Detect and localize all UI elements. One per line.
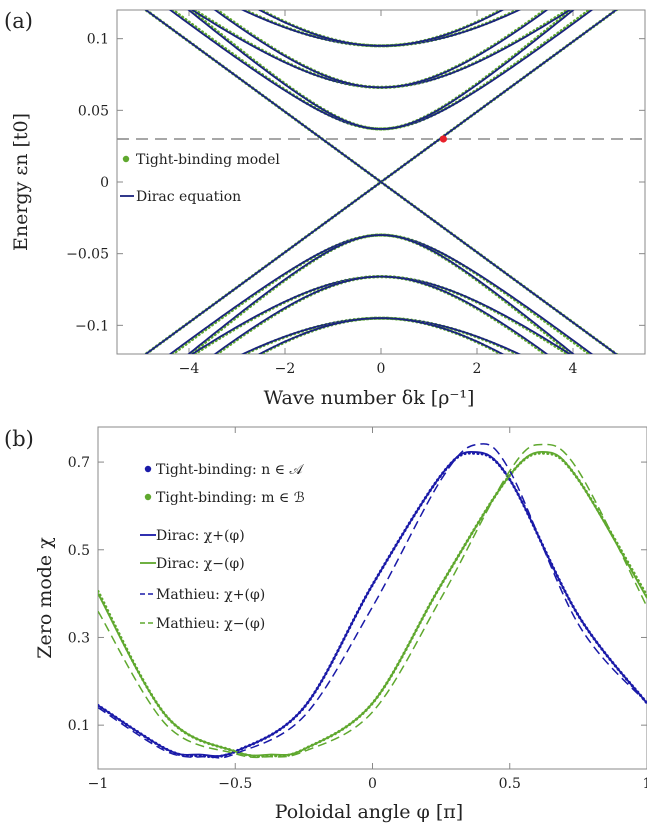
y-tick-label: 0.7 bbox=[68, 455, 90, 471]
legend-marker-dot bbox=[144, 465, 152, 473]
y-tick-label: 0.3 bbox=[68, 630, 90, 646]
panel-a-ylabel: Energy εn [t0] bbox=[10, 113, 32, 251]
panel-b-legend: Tight-binding: n ∈ 𝒜 Tight-binding: m ∈ ℬ… bbox=[140, 462, 305, 632]
x-tick-label: −1 bbox=[88, 776, 109, 792]
marked-intersection-point bbox=[439, 135, 447, 143]
panel-a-ticks: −4 −2 0 2 4 0.1 0.05 0 −0.05 −0.1 bbox=[66, 10, 645, 377]
y-tick-label: 0.1 bbox=[87, 32, 109, 48]
x-tick-label: −4 bbox=[179, 361, 200, 377]
legend-label: Mathieu: χ−(φ) bbox=[156, 616, 265, 632]
dirac-band bbox=[190, 275, 572, 354]
tight-binding-band bbox=[170, 10, 592, 131]
legend-label: Mathieu: χ+(φ) bbox=[156, 587, 265, 603]
legend-label: Dirac: χ−(φ) bbox=[156, 556, 245, 572]
legend-marker-dot bbox=[144, 493, 152, 501]
mathieu-minus-curve bbox=[98, 443, 647, 759]
x-tick-label: −0.5 bbox=[218, 776, 252, 792]
y-tick-label: 0.05 bbox=[78, 103, 109, 119]
x-tick-label: 2 bbox=[473, 361, 482, 377]
y-tick-label: −0.05 bbox=[66, 247, 109, 263]
x-tick-label: 0.5 bbox=[499, 776, 521, 792]
panel-b: (b) −1 −0.5 0 0.5 1 0.1 0.3 0.5 0.7 Tight-bindin… bbox=[4, 426, 647, 823]
legend-label: Dirac: χ+(φ) bbox=[156, 528, 245, 544]
x-tick-label: 0 bbox=[368, 776, 377, 792]
y-tick-label: 0.1 bbox=[68, 718, 90, 734]
tight-binding-band bbox=[188, 10, 574, 131]
mathieu-plus-curve bbox=[98, 443, 647, 759]
legend-label: Tight-binding model bbox=[136, 152, 280, 168]
tight-binding-band bbox=[240, 10, 522, 48]
panel-b-ticks: −1 −0.5 0 0.5 1 0.1 0.3 0.5 0.7 bbox=[68, 427, 647, 792]
dirac-band bbox=[240, 10, 522, 47]
dirac-band bbox=[187, 10, 575, 130]
legend-label: Dirac equation bbox=[136, 189, 241, 205]
dirac-band bbox=[257, 10, 505, 47]
x-tick-label: −2 bbox=[275, 361, 296, 377]
tight-binding-band bbox=[257, 10, 505, 48]
panel-b-ylabel: Zero mode χ bbox=[34, 537, 56, 659]
legend-label: Tight-binding: m ∈ ℬ bbox=[156, 490, 305, 506]
y-tick-label: −0.1 bbox=[75, 318, 109, 334]
x-tick-label: 4 bbox=[569, 361, 578, 377]
panel-b-label: (b) bbox=[4, 427, 34, 451]
dirac-band bbox=[213, 10, 549, 89]
x-tick-label: 1 bbox=[643, 776, 647, 792]
dirac-band bbox=[168, 10, 594, 130]
panel-b-xlabel: Poloidal angle φ [π] bbox=[275, 801, 463, 823]
panel-a-xlabel: Wave number δk [ρ⁻¹] bbox=[264, 387, 475, 409]
y-tick-label: 0.5 bbox=[68, 543, 90, 559]
dirac-band bbox=[187, 234, 575, 354]
dirac-band bbox=[257, 317, 505, 354]
dirac-band bbox=[213, 275, 549, 354]
panel-a: (a) −4 −2 0 2 4 0.1 0.05 0 −0.05 −0.1 Tight-bindi… bbox=[4, 9, 646, 409]
panel-a-label: (a) bbox=[4, 9, 33, 33]
legend-label: Tight-binding: n ∈ 𝒜 bbox=[156, 462, 304, 478]
y-tick-label: 0 bbox=[100, 175, 109, 191]
panel-b-plot-area bbox=[98, 443, 647, 759]
dirac-minus-curve bbox=[98, 450, 647, 757]
legend-marker-dot bbox=[122, 155, 130, 163]
panel-a-legend: Tight-binding model Dirac equation bbox=[120, 152, 280, 205]
dirac-band bbox=[144, 10, 618, 354]
panel-a-plot-area bbox=[117, 10, 645, 354]
x-tick-label: 0 bbox=[377, 361, 386, 377]
